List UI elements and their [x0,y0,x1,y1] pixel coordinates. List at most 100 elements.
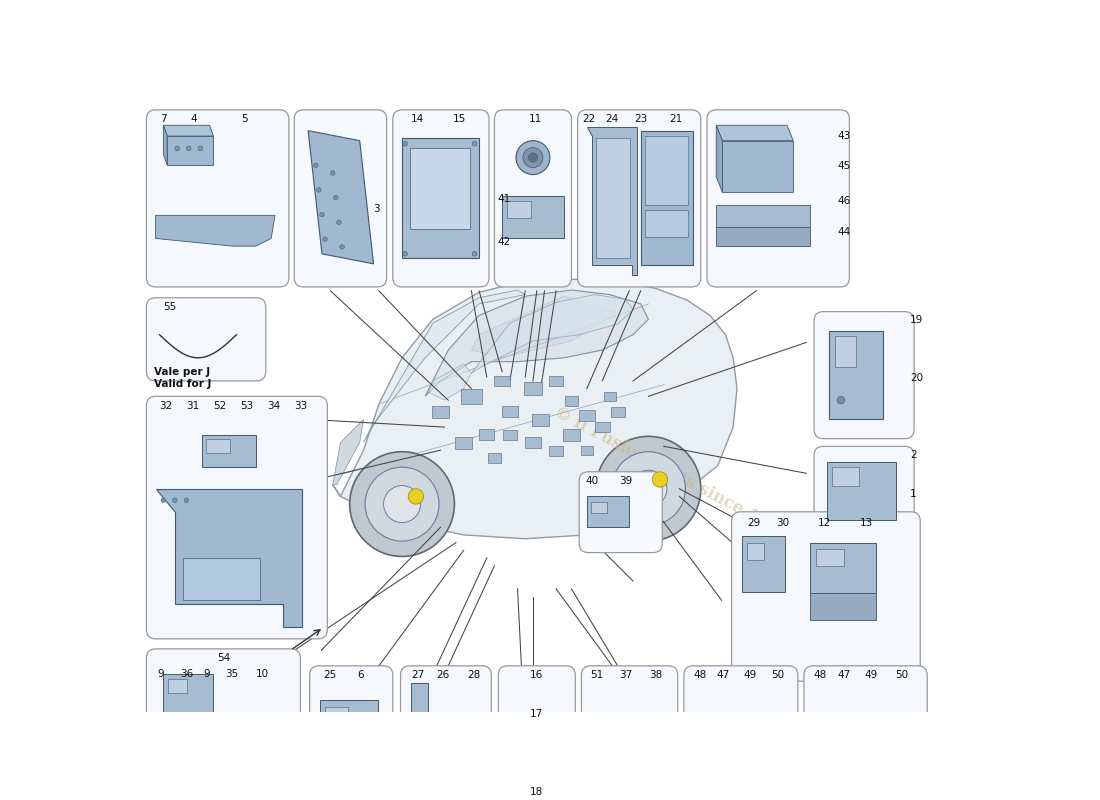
Text: 23: 23 [634,114,648,125]
FancyBboxPatch shape [146,110,289,287]
FancyBboxPatch shape [411,682,428,800]
Polygon shape [587,126,637,274]
Text: 53: 53 [241,401,254,411]
Text: 32: 32 [160,401,173,411]
Text: 16: 16 [530,670,543,681]
FancyBboxPatch shape [594,726,627,747]
Circle shape [516,141,550,174]
Polygon shape [585,797,594,800]
Polygon shape [163,126,213,136]
FancyBboxPatch shape [869,718,877,763]
FancyBboxPatch shape [594,422,609,433]
Text: 22: 22 [582,114,595,125]
Polygon shape [815,793,832,800]
FancyBboxPatch shape [146,396,328,639]
FancyBboxPatch shape [578,110,701,287]
FancyBboxPatch shape [590,720,667,772]
Text: 50: 50 [772,670,784,681]
Text: 9: 9 [157,669,164,679]
Circle shape [184,498,189,502]
Polygon shape [308,130,374,264]
FancyBboxPatch shape [549,446,563,455]
FancyBboxPatch shape [514,718,536,745]
FancyBboxPatch shape [146,298,266,381]
Text: 26: 26 [437,670,450,681]
Text: 25: 25 [323,670,337,681]
Circle shape [652,472,668,487]
Text: 43: 43 [837,130,850,141]
FancyBboxPatch shape [804,666,927,800]
Text: 6: 6 [358,670,364,681]
FancyBboxPatch shape [582,666,678,800]
Polygon shape [716,126,723,192]
Text: 54: 54 [217,654,230,663]
FancyBboxPatch shape [832,718,839,763]
FancyBboxPatch shape [400,666,492,800]
Circle shape [350,452,454,557]
FancyBboxPatch shape [813,712,915,772]
Polygon shape [695,793,708,800]
Text: 15: 15 [453,114,466,125]
Text: 35: 35 [224,669,239,679]
FancyBboxPatch shape [646,136,689,206]
FancyBboxPatch shape [693,712,785,772]
FancyBboxPatch shape [581,446,593,455]
Text: 41: 41 [497,194,510,204]
Text: 45: 45 [837,162,850,171]
Text: 47: 47 [837,670,850,681]
Text: 40: 40 [585,476,598,486]
FancyBboxPatch shape [596,138,630,258]
Circle shape [472,142,476,146]
Text: 36: 36 [180,669,194,679]
FancyBboxPatch shape [747,542,763,559]
FancyBboxPatch shape [295,110,387,287]
Text: 19: 19 [911,315,924,326]
Text: 29: 29 [747,518,760,528]
Circle shape [403,142,407,146]
FancyBboxPatch shape [532,414,549,426]
Polygon shape [154,797,283,800]
FancyBboxPatch shape [461,389,482,404]
FancyBboxPatch shape [498,666,575,800]
FancyBboxPatch shape [480,430,495,440]
FancyBboxPatch shape [820,718,827,763]
Circle shape [337,220,341,225]
Circle shape [317,188,321,192]
FancyBboxPatch shape [502,406,517,417]
FancyBboxPatch shape [403,138,480,258]
FancyBboxPatch shape [146,649,300,800]
Text: 10: 10 [255,669,268,679]
Circle shape [333,195,338,200]
Text: 7: 7 [160,114,167,125]
Text: 38: 38 [649,670,662,681]
Polygon shape [585,772,673,797]
Text: 1: 1 [911,489,917,498]
Text: 52: 52 [213,401,227,411]
FancyBboxPatch shape [827,462,896,519]
Polygon shape [156,215,275,246]
Text: 2: 2 [911,450,917,460]
Polygon shape [472,294,634,373]
FancyBboxPatch shape [856,718,865,763]
FancyBboxPatch shape [502,196,563,238]
FancyBboxPatch shape [604,392,616,401]
Text: 30: 30 [777,518,790,528]
FancyBboxPatch shape [610,407,625,417]
Text: 37: 37 [619,670,632,681]
Circle shape [477,753,485,761]
FancyBboxPatch shape [446,729,462,750]
Text: 46: 46 [837,196,850,206]
Text: 51: 51 [590,670,603,681]
Text: 18: 18 [530,787,543,798]
Circle shape [522,147,543,168]
FancyBboxPatch shape [508,712,563,789]
FancyBboxPatch shape [563,430,580,441]
Text: 12: 12 [818,518,832,528]
FancyBboxPatch shape [844,718,851,763]
FancyBboxPatch shape [503,430,517,440]
FancyBboxPatch shape [507,201,531,218]
Circle shape [408,489,424,504]
FancyBboxPatch shape [640,130,693,266]
Polygon shape [425,290,649,396]
FancyBboxPatch shape [564,395,579,406]
